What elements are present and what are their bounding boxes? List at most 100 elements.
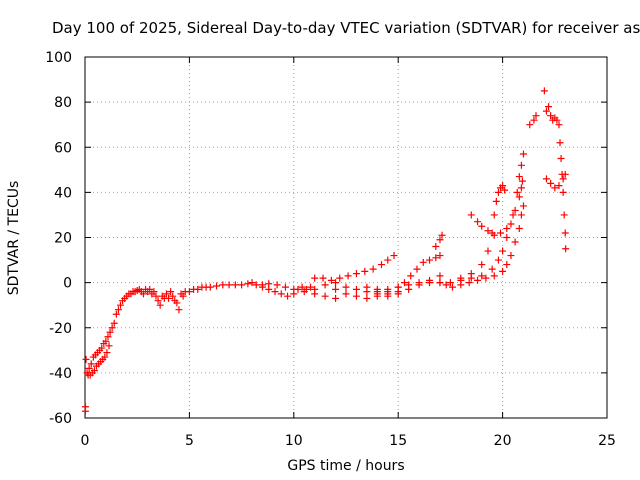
data-point [555, 121, 563, 129]
data-point [515, 193, 523, 201]
data-point [165, 294, 173, 302]
data-point [281, 283, 289, 291]
data-point [116, 301, 124, 309]
data-point [102, 337, 110, 345]
data-point [519, 202, 527, 210]
data-point [482, 274, 490, 282]
data-point [494, 256, 502, 264]
y-tick-label: 0 [63, 276, 72, 292]
data-point [492, 197, 500, 205]
data-point [478, 261, 486, 269]
data-point [446, 279, 454, 287]
data-point [465, 279, 473, 287]
data-point [559, 175, 567, 183]
data-point [175, 306, 183, 314]
data-point [300, 288, 308, 296]
data-point [110, 319, 118, 327]
data-point [327, 276, 335, 284]
x-tick-label: 15 [389, 433, 407, 449]
data-point [290, 285, 298, 293]
x-tick-label: 10 [285, 433, 303, 449]
data-point [105, 342, 113, 350]
data-point [517, 161, 525, 169]
data-point [474, 276, 482, 284]
data-point [436, 279, 444, 287]
data-point [104, 333, 112, 341]
data-point [244, 280, 252, 288]
data-point [540, 87, 548, 95]
data-point [81, 407, 89, 415]
data-point [407, 272, 415, 280]
data-point [560, 211, 568, 219]
data-point [363, 294, 371, 302]
y-tick-label: 80 [54, 95, 72, 111]
data-point [225, 281, 233, 289]
data-point [321, 281, 329, 289]
data-point [394, 283, 402, 291]
data-point [394, 290, 402, 298]
data-point [478, 222, 486, 230]
data-point [542, 175, 550, 183]
data-point [515, 173, 523, 181]
data-point [390, 252, 398, 260]
data-point [436, 272, 444, 280]
axis-ticks: 0 5 10 15 20 25 -60 -40 -20 0 20 40 60 80 100 [45, 50, 616, 449]
data-point [384, 256, 392, 264]
data-point [426, 256, 434, 264]
data-point [553, 116, 561, 124]
data-point [415, 279, 423, 287]
data-point [152, 292, 160, 300]
data-point [219, 281, 227, 289]
data-point [467, 211, 475, 219]
data-point [271, 288, 279, 296]
data-point [490, 211, 498, 219]
y-tick-label: 40 [54, 185, 72, 201]
y-tick-label: 60 [54, 140, 72, 156]
data-point [108, 324, 116, 332]
data-point [332, 285, 340, 293]
data-point [497, 229, 505, 237]
data-point [519, 150, 527, 158]
data-point [90, 367, 98, 375]
data-point [248, 279, 256, 287]
data-point [231, 281, 239, 289]
data-point [342, 283, 350, 291]
data-point [478, 272, 486, 280]
data-point [400, 279, 408, 287]
data-point [556, 139, 564, 147]
data-point [311, 274, 319, 282]
data-point [194, 285, 202, 293]
data-point [503, 234, 511, 241]
data-point [419, 258, 427, 266]
data-point [332, 294, 340, 302]
data-point [332, 279, 340, 287]
data-point [169, 292, 177, 300]
data-point [377, 261, 385, 269]
data-point [98, 344, 106, 352]
data-point [342, 290, 350, 298]
data-point [321, 292, 329, 300]
data-point [298, 283, 306, 291]
data-point [474, 218, 482, 226]
data-point [438, 231, 446, 239]
data-point [405, 281, 413, 289]
data-point [517, 184, 525, 192]
y-tick-label: -40 [49, 366, 72, 382]
data-point [503, 224, 511, 232]
data-point [513, 188, 521, 196]
data-point [442, 281, 450, 289]
data-point [336, 274, 344, 282]
data-point [561, 170, 569, 178]
data-point [547, 179, 555, 187]
data-point [213, 282, 221, 290]
data-point [265, 280, 273, 288]
chart-title: Day 100 of 2025, Sidereal Day-to-day VTE… [52, 19, 640, 37]
x-tick-label: 0 [81, 433, 90, 449]
data-point [484, 227, 492, 235]
data-point [490, 231, 498, 239]
data-point [173, 299, 181, 307]
y-tick-label: -20 [49, 321, 72, 337]
data-point [499, 247, 507, 255]
plot-area [84, 56, 608, 419]
